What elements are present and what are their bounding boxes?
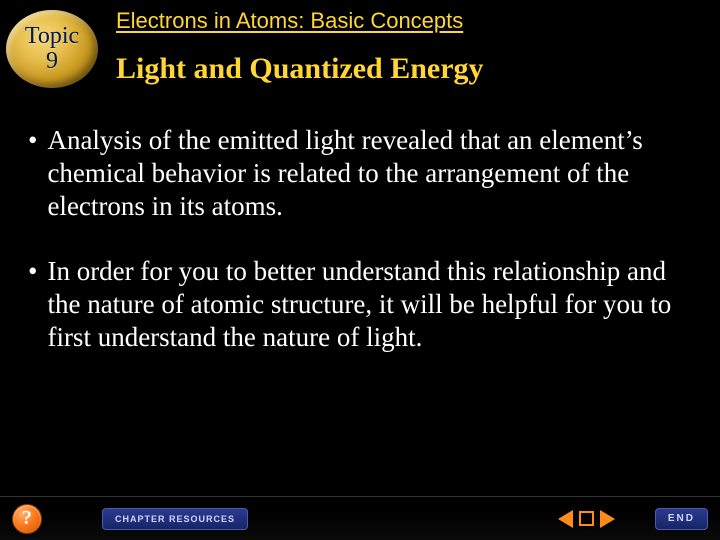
section-title: Light and Quantized Energy (116, 52, 720, 86)
topic-badge-line2: 9 (46, 49, 58, 74)
stop-slide-icon[interactable] (579, 511, 594, 526)
bullet-mark-icon: • (28, 255, 37, 354)
chapter-resources-button[interactable]: CHAPTER RESOURCES (102, 508, 248, 530)
bullet-item: • Analysis of the emitted light revealed… (28, 124, 676, 223)
nav-group (558, 510, 615, 528)
help-icon: ? (22, 507, 32, 530)
bullet-item: • In order for you to better understand … (28, 255, 676, 354)
bullet-text: Analysis of the emitted light revealed t… (47, 124, 676, 223)
chapter-resources-label: CHAPTER RESOURCES (115, 514, 235, 524)
header-text-column: Electrons in Atoms: Basic Concepts Light… (98, 8, 720, 86)
prev-slide-icon[interactable] (558, 510, 573, 528)
help-button[interactable]: ? (12, 504, 42, 534)
topic-badge: Topic 9 (6, 10, 98, 88)
end-button-label: END (668, 513, 695, 524)
topic-badge-line1: Topic (25, 24, 79, 49)
chapter-title: Electrons in Atoms: Basic Concepts (116, 8, 720, 34)
bullet-mark-icon: • (28, 124, 37, 223)
bullet-text: In order for you to better understand th… (47, 255, 676, 354)
end-button[interactable]: END (655, 508, 708, 530)
next-slide-icon[interactable] (600, 510, 615, 528)
footer-bar: ? CHAPTER RESOURCES END (0, 496, 720, 540)
slide-content: • Analysis of the emitted light revealed… (0, 88, 720, 354)
header-row: Topic 9 Electrons in Atoms: Basic Concep… (0, 0, 720, 88)
